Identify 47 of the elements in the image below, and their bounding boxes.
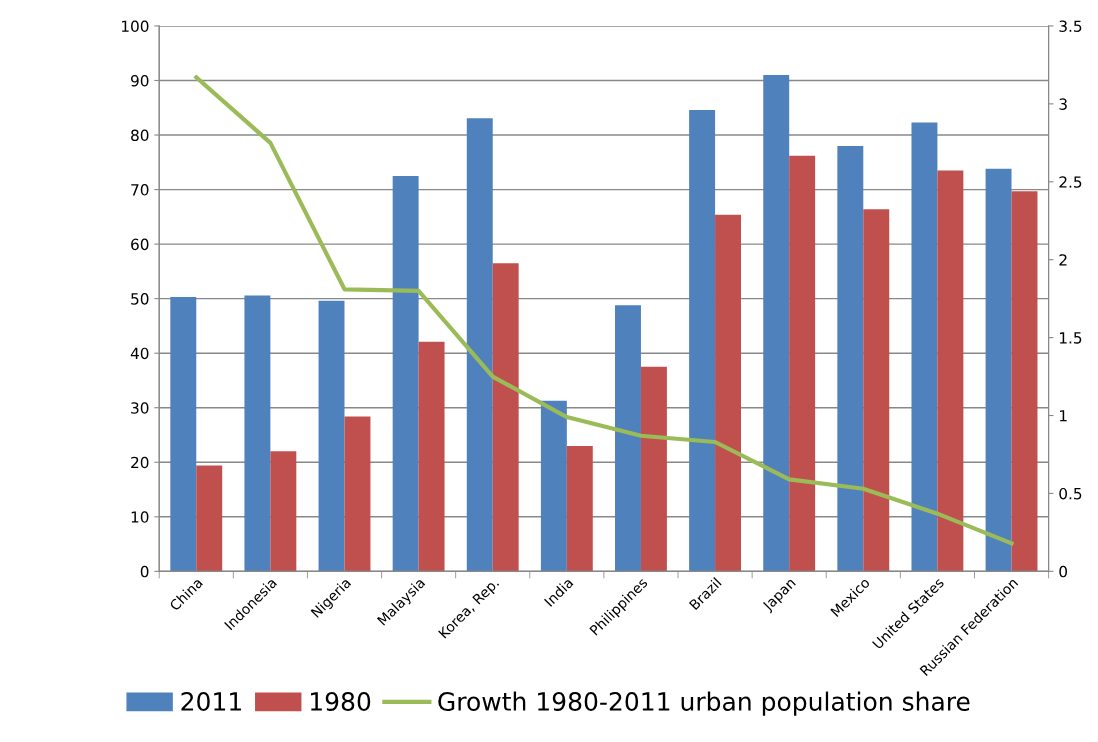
bar — [763, 75, 790, 572]
y2-tick-label: 2.5 — [1059, 176, 1082, 188]
bar — [837, 145, 864, 572]
bar — [640, 366, 667, 572]
y-tick-label: 50 — [131, 293, 149, 305]
bar — [270, 451, 297, 572]
y-tick-label: 70 — [131, 184, 149, 196]
bar — [318, 300, 345, 572]
bar — [985, 168, 1012, 572]
y2-tick-label: 0.5 — [1059, 487, 1082, 500]
y-tick-label: 20 — [131, 456, 149, 469]
bar — [196, 465, 223, 572]
y2-tick-label: 2 — [1059, 254, 1067, 266]
bar — [344, 416, 371, 572]
y-tick-label: 100 — [122, 20, 149, 32]
bar — [170, 297, 197, 572]
legend-label: 2011 — [181, 692, 241, 711]
y-tick-label: 0 — [140, 565, 149, 578]
bar — [540, 400, 567, 572]
y-tick-label: 30 — [131, 402, 149, 414]
bar — [863, 209, 890, 572]
bar — [244, 295, 271, 572]
y-tick-label: 40 — [130, 347, 149, 360]
bar — [492, 263, 519, 572]
y-tick-label: 90 — [131, 74, 149, 87]
y-tick-label: 60 — [131, 238, 149, 251]
y2-tick-label: 3.5 — [1059, 20, 1082, 32]
bar — [566, 445, 593, 572]
bar — [689, 109, 716, 572]
y2-tick-label: 0 — [1059, 565, 1068, 578]
bar — [1011, 191, 1038, 572]
legend-label: 1980 — [311, 692, 371, 711]
bar — [466, 118, 493, 572]
bar — [392, 175, 419, 572]
bar — [418, 341, 445, 572]
y-tick-label: 10 — [131, 511, 149, 523]
y2-tick-label: 1.5 — [1059, 332, 1082, 344]
line-series — [194, 75, 1014, 546]
y2-tick-label: 3 — [1059, 98, 1067, 110]
legend-label: Growth 1980-2011 urban population share — [438, 691, 970, 716]
bar — [789, 155, 816, 572]
bar — [937, 170, 964, 572]
bar — [911, 122, 938, 572]
bar — [715, 214, 742, 572]
y-tick-label: 80 — [131, 129, 149, 142]
y2-tick-label: 1 — [1059, 410, 1067, 422]
bar — [615, 305, 641, 572]
